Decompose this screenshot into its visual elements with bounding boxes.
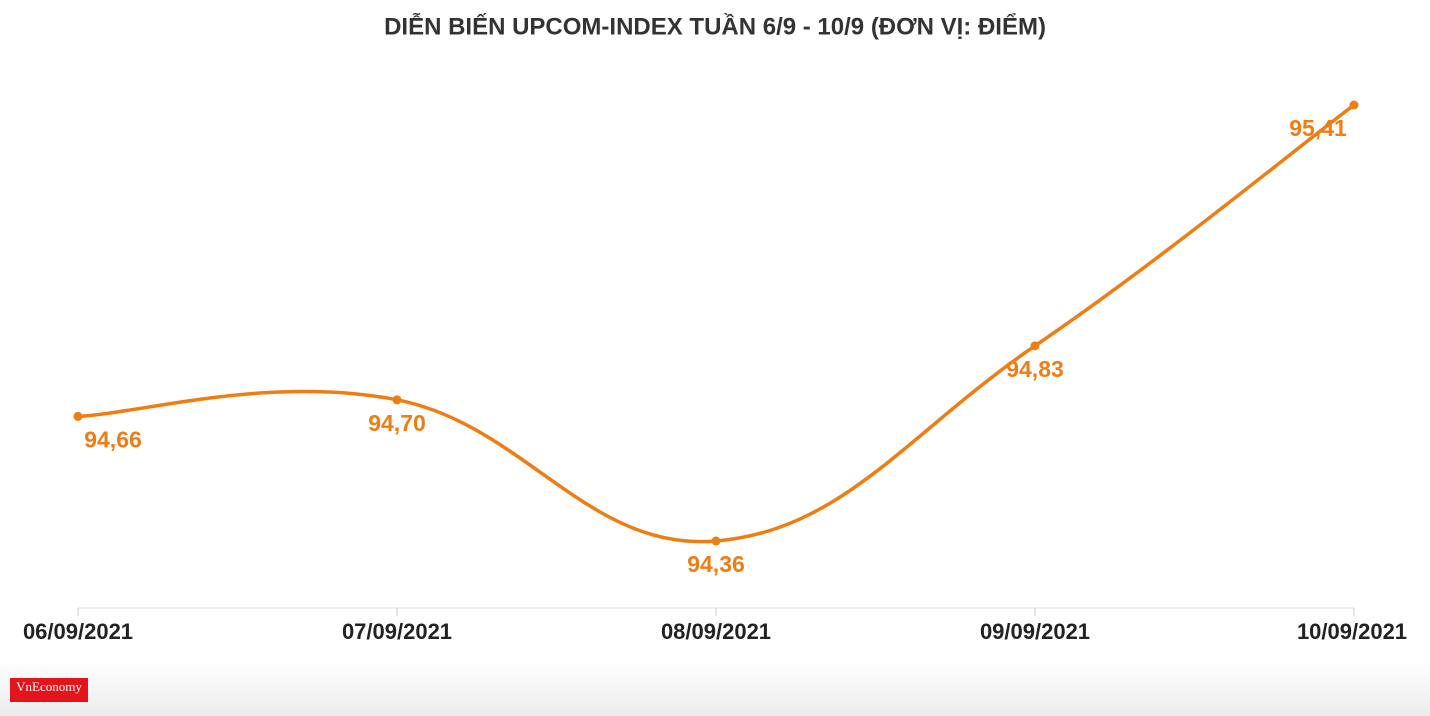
- value-label: 94,83: [1006, 356, 1064, 382]
- footer-band: [0, 660, 1430, 716]
- value-label: 95,41: [1289, 115, 1347, 141]
- point: [1030, 341, 1040, 351]
- value-label: 94,36: [687, 551, 745, 577]
- value-label: 94,70: [368, 410, 426, 436]
- logo: VnEconomy: [16, 679, 82, 694]
- point: [711, 536, 721, 546]
- x-tick-label: 09/09/2021: [980, 619, 1090, 644]
- x-tick-label: 08/09/2021: [661, 619, 771, 644]
- logo-box: [10, 678, 88, 702]
- x-tick-label: 07/09/2021: [342, 619, 452, 644]
- point: [1349, 100, 1359, 110]
- x-tick-label: 06/09/2021: [23, 619, 133, 644]
- line: [77, 103, 1356, 544]
- point: [73, 411, 83, 421]
- chart-title: DIỄN BIẾN UPCOM-INDEX TUẦN 6/9 - 10/9 (Đ…: [384, 11, 1046, 40]
- value-label: 94,66: [84, 427, 142, 453]
- point: [392, 395, 402, 405]
- x-tick-label: 10/09/2021: [1297, 619, 1407, 644]
